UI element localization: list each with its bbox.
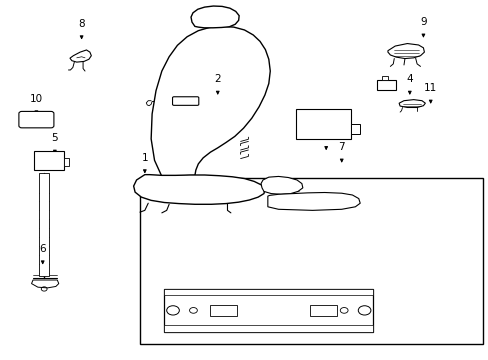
Bar: [164, 289, 372, 332]
Bar: [140, 178, 482, 344]
Polygon shape: [133, 175, 264, 204]
Polygon shape: [261, 176, 302, 194]
Polygon shape: [191, 6, 239, 28]
Polygon shape: [267, 193, 360, 210]
Text: 3: 3: [322, 130, 329, 140]
Bar: [295, 109, 351, 139]
Bar: [164, 289, 372, 296]
Text: 5: 5: [51, 133, 58, 143]
Text: 4: 4: [406, 74, 412, 84]
Bar: [210, 305, 237, 316]
Text: 6: 6: [40, 244, 46, 254]
Bar: [376, 80, 395, 90]
Text: 1: 1: [141, 153, 148, 163]
Bar: [164, 325, 372, 332]
Text: 10: 10: [30, 94, 43, 104]
FancyBboxPatch shape: [172, 97, 199, 105]
Bar: [63, 158, 69, 166]
Bar: [34, 152, 63, 170]
Bar: [39, 173, 49, 276]
Bar: [381, 76, 387, 80]
Bar: [351, 123, 360, 134]
Polygon shape: [151, 26, 270, 176]
Text: 11: 11: [423, 83, 436, 93]
Text: 9: 9: [419, 17, 426, 27]
FancyBboxPatch shape: [19, 111, 54, 128]
Text: 7: 7: [338, 142, 345, 152]
Bar: [309, 305, 336, 316]
Text: 8: 8: [78, 19, 85, 29]
Text: 2: 2: [214, 74, 221, 84]
